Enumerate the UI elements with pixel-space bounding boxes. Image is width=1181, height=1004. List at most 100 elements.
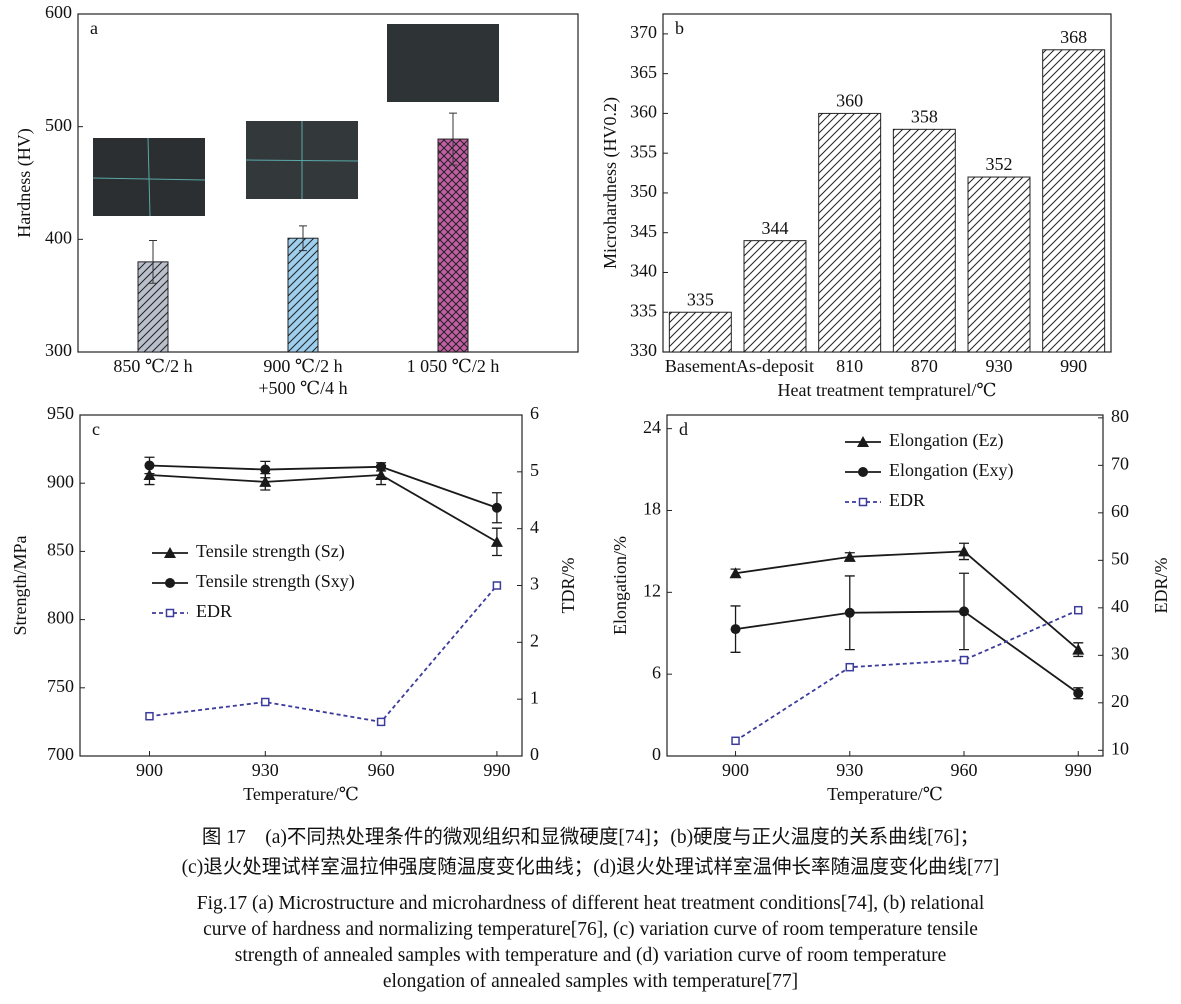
legend-marker xyxy=(858,497,868,507)
marker xyxy=(959,655,969,665)
y2-tick-label: 30 xyxy=(1111,643,1129,663)
series-line xyxy=(735,610,1079,694)
y-tick-label: 6 xyxy=(652,662,661,682)
plot-frame xyxy=(662,13,1112,353)
y-tick-label: 24 xyxy=(643,417,661,437)
y-axis-label: Microhardness (HV0.2) xyxy=(600,97,621,269)
y-tick-label: 900 xyxy=(47,471,74,491)
marker xyxy=(144,460,155,471)
x-tick-label: 870 xyxy=(910,356,938,376)
x-tick-label: 990 xyxy=(483,760,510,780)
x-tick-label: 900 ℃/2 h +500 ℃/4 h xyxy=(258,356,348,398)
caption-line: 图 17 (a)不同热处理条件的微观组织和显微硬度[74]；(b)硬度与正火温度… xyxy=(201,827,980,848)
x-tick-label: 990 xyxy=(1065,760,1092,780)
marker xyxy=(959,606,970,617)
y-tick-label: 18 xyxy=(643,499,661,519)
value-label: 335 xyxy=(687,289,714,309)
x-axis-label: Heat treatment tempraturel/℃ xyxy=(777,380,996,400)
value-label: 358 xyxy=(911,106,938,126)
plot-frame xyxy=(666,414,1104,757)
x-axis-label: Temperature/℃ xyxy=(243,784,359,804)
marker xyxy=(1073,605,1083,615)
y-tick-label: 355 xyxy=(630,141,657,161)
value-label: 344 xyxy=(762,218,789,238)
x-tick-label: Basement xyxy=(664,356,736,376)
marker xyxy=(1072,643,1085,655)
bar xyxy=(1042,49,1106,353)
error-bar xyxy=(149,239,157,284)
y2-tick-label: 4 xyxy=(530,517,539,537)
y-tick-label: 950 xyxy=(47,403,74,423)
bar xyxy=(892,128,956,353)
value-label: 352 xyxy=(986,154,1013,174)
marker xyxy=(145,711,154,721)
y2-tick-label: 6 xyxy=(530,403,539,423)
caption-line: (c)退火处理试样室温拉伸强度随温度变化曲线；(d)退火处理试样室温伸长率随温度… xyxy=(181,857,1000,878)
y-tick-label: 12 xyxy=(643,580,661,600)
panel-label: d xyxy=(679,419,688,439)
y2-tick-label: 40 xyxy=(1111,596,1129,616)
y2-tick-label: 10 xyxy=(1111,738,1129,758)
y-tick-label: 360 xyxy=(630,102,657,122)
plot-frame xyxy=(77,13,579,353)
legend-marker xyxy=(164,547,176,558)
marker xyxy=(260,464,271,475)
legend-marker xyxy=(165,608,175,618)
x-tick-label: 900 xyxy=(722,760,749,780)
legend-label: Tensile strength (Sz) xyxy=(196,541,345,562)
y2-tick-label: 50 xyxy=(1111,548,1129,568)
x-tick-label: 930 xyxy=(985,356,1013,376)
x-tick-label: 990 xyxy=(1060,356,1088,376)
y-tick-label: 800 xyxy=(47,608,74,628)
y2-tick-label: 80 xyxy=(1111,406,1129,426)
y2-axis-label: EDR/% xyxy=(1151,557,1171,613)
marker xyxy=(844,607,855,618)
y-tick-label: 330 xyxy=(630,340,657,360)
y-tick-label: 750 xyxy=(47,676,74,696)
value-label: 360 xyxy=(836,91,863,111)
marker xyxy=(375,469,388,481)
marker xyxy=(491,502,502,513)
y2-tick-label: 2 xyxy=(530,630,539,650)
panel-label: b xyxy=(675,18,684,38)
x-tick-label: 1 050 ℃/2 h xyxy=(406,356,500,376)
y-tick-label: 345 xyxy=(630,221,657,241)
y-tick-label: 300 xyxy=(45,340,72,360)
error-bar xyxy=(449,112,457,166)
x-axis-label: Temperature/℃ xyxy=(827,784,943,804)
y-axis-label: Hardness (HV) xyxy=(14,128,35,237)
series-line xyxy=(149,584,498,723)
y-tick-label: 500 xyxy=(45,115,72,135)
marker xyxy=(1073,688,1084,699)
marker xyxy=(729,567,742,579)
y2-axis-label: TDR/% xyxy=(558,557,578,613)
y-tick-label: 340 xyxy=(630,261,657,281)
bar xyxy=(668,311,732,353)
y-tick-label: 365 xyxy=(630,62,657,82)
x-tick-label: 850 ℃/2 h xyxy=(113,356,193,376)
y2-tick-label: 1 xyxy=(530,687,539,707)
series-line xyxy=(149,464,498,509)
legend-marker xyxy=(857,436,869,447)
value-label: 368 xyxy=(1060,27,1087,47)
y-tick-label: 335 xyxy=(630,300,657,320)
caption-line: curve of hardness and normalizing temper… xyxy=(203,919,978,940)
y-axis-label: Strength/MPa xyxy=(10,535,30,635)
y2-tick-label: 60 xyxy=(1111,501,1129,521)
caption-line: strength of annealed samples with temper… xyxy=(234,945,947,966)
legend-label: EDR xyxy=(196,601,232,621)
y2-tick-label: 3 xyxy=(530,574,539,594)
marker xyxy=(143,469,156,481)
y-tick-label: 0 xyxy=(652,744,661,764)
bar xyxy=(437,138,469,353)
marker xyxy=(843,550,856,562)
y-tick-label: 850 xyxy=(47,540,74,560)
y2-tick-label: 0 xyxy=(530,744,539,764)
legend-marker xyxy=(858,467,868,477)
legend-label: Elongation (Ez) xyxy=(889,430,1003,451)
marker xyxy=(261,697,270,707)
marker xyxy=(845,662,855,672)
panel-label: a xyxy=(90,18,98,38)
legend-label: EDR xyxy=(889,490,925,510)
